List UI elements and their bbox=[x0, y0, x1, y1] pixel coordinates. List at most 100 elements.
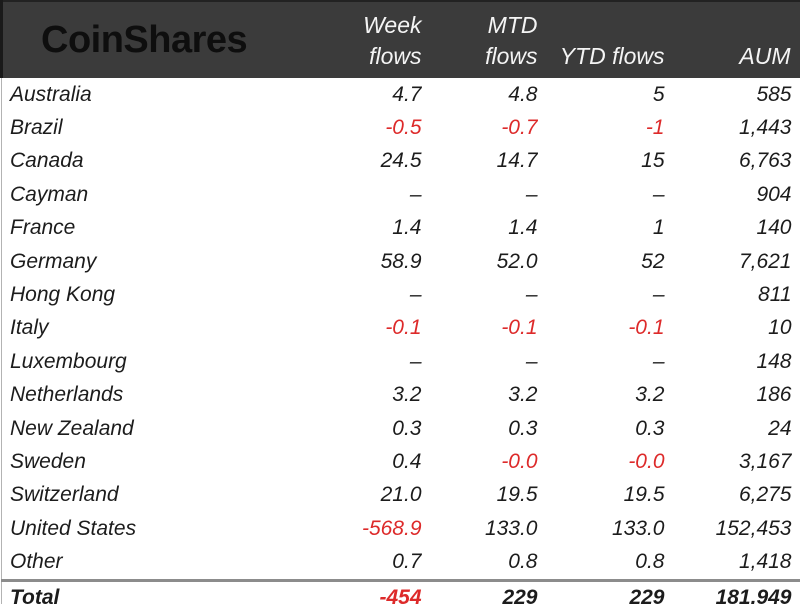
cell-ytd: – bbox=[652, 283, 665, 307]
cell-aum: 152,453 bbox=[715, 516, 792, 540]
cell-aum: 1,443 bbox=[738, 116, 792, 140]
header-row: CoinShares Week flows MTD flows YTD flow… bbox=[0, 0, 800, 78]
cell-mtd: 3.2 bbox=[508, 383, 538, 407]
cell-country: Australia bbox=[1, 78, 332, 112]
cell-mtd: 52.0 bbox=[496, 249, 538, 273]
cell-week: 1.4 bbox=[392, 216, 422, 240]
cell-week: 24.5 bbox=[380, 149, 422, 173]
cell-week: 0.7 bbox=[392, 550, 422, 574]
total-row: Total -454 229 229 181,949 bbox=[1, 578, 800, 604]
cell-mtd: -0.7 bbox=[501, 116, 538, 140]
cell-aum: 1,418 bbox=[738, 550, 792, 574]
table-row: New Zealand 0.3 0.3 0.3 24 bbox=[1, 411, 800, 446]
header-logo-cell: CoinShares bbox=[0, 0, 332, 78]
cell-aum: 10 bbox=[768, 316, 792, 340]
cell-ytd: -0.1 bbox=[628, 316, 665, 340]
cell-week: 0.3 bbox=[392, 416, 422, 440]
cell-week: 58.9 bbox=[380, 249, 422, 273]
cell-country: Cayman bbox=[1, 178, 332, 212]
cell-country: Luxembourg bbox=[1, 345, 332, 379]
table-body: Australia 4.7 4.8 5 585 Brazil -0.5 -0.7 -1 1,443… bbox=[1, 78, 800, 604]
column-header-mtd-flows: MTD flows bbox=[421, 0, 538, 78]
cell-aum: 7,621 bbox=[738, 249, 792, 273]
cell-aum: 585 bbox=[756, 82, 792, 106]
cell-country: Netherlands bbox=[1, 378, 332, 412]
cell-ytd: 133.0 bbox=[611, 516, 665, 540]
cell-week: -454 bbox=[331, 578, 422, 604]
column-header-aum-label: AUM bbox=[739, 43, 791, 69]
table-row: Italy -0.1 -0.1 -0.1 10 bbox=[1, 311, 800, 346]
cell-country: Italy bbox=[1, 311, 332, 346]
cell-ytd: 5 bbox=[652, 82, 665, 106]
cell-mtd: – bbox=[525, 182, 538, 206]
cell-mtd: – bbox=[525, 283, 538, 307]
cell-country: Total bbox=[1, 578, 332, 604]
cell-week: – bbox=[409, 349, 422, 373]
table-row: Cayman – – – 904 bbox=[1, 178, 800, 212]
column-header-ytd-flows: YTD flows bbox=[537, 0, 665, 78]
cell-aum: 811 bbox=[758, 283, 792, 307]
column-header-week-flows: Week flows bbox=[331, 0, 422, 78]
table-header: CoinShares Week flows MTD flows YTD flow… bbox=[0, 0, 800, 78]
column-header-ytd-label: YTD flows bbox=[559, 43, 665, 69]
cell-aum: 24 bbox=[768, 416, 792, 440]
table-row: United States -568.9 133.0 133.0 152,453 bbox=[1, 512, 800, 546]
cell-ytd: 0.8 bbox=[635, 550, 665, 574]
coinshares-logo: CoinShares bbox=[41, 18, 248, 61]
cell-ytd: – bbox=[652, 182, 665, 206]
table-row: France 1.4 1.4 1 140 bbox=[1, 211, 800, 245]
cell-week: -0.5 bbox=[385, 116, 422, 140]
cell-mtd: 14.7 bbox=[496, 149, 538, 173]
cell-week: -0.1 bbox=[385, 316, 422, 340]
cell-ytd: 19.5 bbox=[623, 483, 665, 507]
cell-country: Brazil bbox=[1, 111, 332, 145]
table-row: Hong Kong – – – 811 bbox=[1, 278, 800, 312]
cell-country: New Zealand bbox=[1, 411, 332, 446]
cell-mtd: 133.0 bbox=[484, 516, 538, 540]
table-row: Sweden 0.4 -0.0 -0.0 3,167 bbox=[1, 445, 800, 479]
cell-mtd: 0.3 bbox=[508, 416, 538, 440]
cell-mtd: 4.8 bbox=[508, 82, 538, 106]
cell-mtd: -0.0 bbox=[501, 449, 538, 473]
cell-mtd: 0.8 bbox=[508, 550, 538, 574]
cell-aum: 6,763 bbox=[738, 149, 792, 173]
column-header-mtd-line1: MTD bbox=[487, 12, 538, 38]
cell-aum: 6,275 bbox=[738, 483, 792, 507]
cell-country: Hong Kong bbox=[1, 278, 332, 312]
table-row: Luxembourg – – – 148 bbox=[1, 345, 800, 379]
cell-mtd: 229 bbox=[421, 578, 538, 604]
cell-ytd: -0.0 bbox=[628, 449, 665, 473]
cell-week: 4.7 bbox=[392, 82, 422, 106]
cell-country: Canada bbox=[1, 144, 332, 179]
cell-ytd: -1 bbox=[645, 116, 665, 140]
cell-country: Germany bbox=[1, 244, 332, 279]
column-header-week-line2: flows bbox=[369, 43, 422, 69]
cell-mtd: 1.4 bbox=[508, 216, 538, 240]
cell-mtd: -0.1 bbox=[501, 316, 538, 340]
cell-aum: 904 bbox=[756, 182, 792, 206]
column-header-aum: AUM bbox=[664, 0, 800, 78]
cell-week: – bbox=[409, 182, 422, 206]
cell-ytd: – bbox=[652, 349, 665, 373]
table-row: Switzerland 21.0 19.5 19.5 6,275 bbox=[1, 478, 800, 513]
table-row: Other 0.7 0.8 0.8 1,418 bbox=[1, 545, 800, 581]
cell-country: Other bbox=[1, 545, 332, 581]
cell-country: United States bbox=[1, 512, 332, 546]
cell-ytd: 52 bbox=[641, 249, 665, 273]
cell-week: 0.4 bbox=[392, 449, 422, 473]
column-header-mtd-line2: flows bbox=[485, 43, 538, 69]
cell-aum: 3,167 bbox=[738, 449, 792, 473]
cell-country: Sweden bbox=[1, 445, 332, 479]
table-row: Brazil -0.5 -0.7 -1 1,443 bbox=[1, 111, 800, 145]
cell-ytd: 229 bbox=[537, 578, 665, 604]
cell-mtd: 19.5 bbox=[496, 483, 538, 507]
cell-aum: 148 bbox=[756, 349, 792, 373]
cell-country: France bbox=[1, 211, 332, 245]
cell-ytd: 3.2 bbox=[635, 383, 665, 407]
cell-ytd: 1 bbox=[652, 216, 665, 240]
table-row: Canada 24.5 14.7 15 6,763 bbox=[1, 144, 800, 179]
cell-week: -568.9 bbox=[361, 516, 422, 540]
cell-week: 3.2 bbox=[392, 383, 422, 407]
